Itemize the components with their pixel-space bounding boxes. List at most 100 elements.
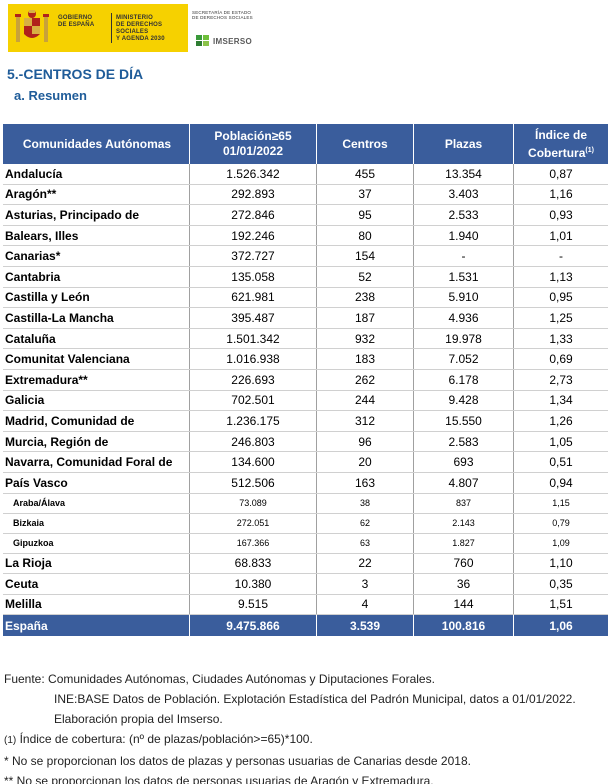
indice-cell: 1,15 — [552, 498, 570, 508]
plazas-cell: 19.978 — [414, 328, 514, 349]
region-name: Castilla-La Mancha — [3, 308, 190, 328]
total-indice: 1,06 — [549, 618, 573, 633]
table-row: Comunitat Valenciana 1.016.938 183 7.052 0,6… — [3, 349, 608, 370]
region-name: Extremadura** — [3, 369, 190, 390]
logo-divider — [111, 13, 112, 43]
indice-cell: 1,01 — [549, 228, 573, 243]
source-note-imserso: Elaboración propia del Imserso. — [54, 712, 223, 726]
poblacion-cell: 226.693 — [190, 369, 317, 390]
table-row: Asturias, Principado de 272.846 95 2.533 0,9… — [3, 205, 608, 226]
imserso-wordmark: IMSERSO — [213, 36, 252, 46]
table-row: Galicia 702.501 244 9.428 1,34 — [3, 390, 608, 412]
poblacion-cell: 73.089 — [190, 493, 317, 513]
indice-cell: 0,94 — [549, 475, 573, 490]
government-logo: GOBIERNO DE ESPAÑA MINISTERIO DE DERECHO… — [8, 4, 188, 52]
poblacion-cell: 1.016.938 — [190, 349, 317, 369]
indice-cell: 1,05 — [549, 434, 573, 449]
centros-cell: 80 — [317, 225, 414, 246]
indice-cell: 1,09 — [552, 538, 570, 548]
plazas-cell: 9.428 — [414, 390, 514, 411]
table-body: Andalucía 1.526.342 455 13.354 0,87 Aragón** 2… — [3, 164, 608, 616]
canarias-note: * No se proporcionan los datos de plazas… — [4, 754, 471, 768]
indice-cell: 1,51 — [549, 597, 573, 612]
coverage-note: (1) Índice de cobertura: (nº de plazas/p… — [4, 732, 313, 746]
centros-cell: 4 — [317, 594, 414, 615]
centros-cell: 38 — [317, 493, 414, 513]
poblacion-cell: 9.515 — [190, 594, 317, 615]
centros-cell: 22 — [317, 553, 414, 574]
centros-cell: 154 — [317, 246, 414, 266]
plazas-cell: 760 — [414, 553, 514, 574]
region-name: País Vasco — [3, 472, 190, 493]
plazas-cell: - — [414, 246, 514, 266]
section-title: 5.-CENTROS DE DÍA — [7, 66, 144, 82]
plazas-cell: 13.354 — [414, 164, 514, 184]
poblacion-cell: 134.600 — [190, 452, 317, 472]
indice-cell: - — [559, 249, 563, 264]
poblacion-cell: 512.506 — [190, 472, 317, 493]
plazas-cell: 693 — [414, 452, 514, 472]
data-table: Comunidades Autónomas Población≥65 01/01/… — [3, 124, 608, 637]
indice-cell: 0,35 — [549, 576, 573, 591]
indice-cell: 1,13 — [549, 269, 573, 284]
table-row: País Vasco 512.506 163 4.807 0,94 — [3, 472, 608, 494]
region-name: Canarias* — [3, 246, 190, 266]
region-name: Murcia, Región de — [3, 431, 190, 452]
source-note: Fuente: Comunidades Autónomas, Ciudades … — [4, 672, 435, 686]
centros-cell: 932 — [317, 328, 414, 349]
imserso-logo: IMSERSO — [196, 35, 252, 47]
centros-cell: 187 — [317, 308, 414, 328]
indice-cell: 1,33 — [549, 331, 573, 346]
region-name: La Rioja — [3, 553, 190, 574]
plazas-cell: 5.910 — [414, 287, 514, 308]
plazas-cell: 4.807 — [414, 472, 514, 493]
plazas-cell: 1.531 — [414, 266, 514, 287]
region-name: Comunitat Valenciana — [3, 349, 190, 369]
table-subrow: Gipuzkoa 167.366 63 1.827 1,09 — [3, 533, 608, 554]
poblacion-cell: 292.893 — [190, 184, 317, 205]
poblacion-cell: 1.526.342 — [190, 164, 317, 184]
region-name: Bizkaia — [3, 513, 190, 533]
centros-cell: 244 — [317, 390, 414, 411]
poblacion-cell: 135.058 — [190, 266, 317, 287]
centros-cell: 96 — [317, 431, 414, 452]
table-row: Canarias* 372.727 154- - — [3, 246, 608, 267]
indice-cell: 1,10 — [549, 556, 573, 571]
indice-cell: 0,87 — [549, 166, 573, 181]
table-row: Ceuta 10.380 3 36 0,35 — [3, 574, 608, 595]
region-name: Castilla y León — [3, 287, 190, 308]
region-name: Andalucía — [3, 164, 190, 184]
table-row: Castilla y León 621.981 238 5.910 0,95 — [3, 287, 608, 309]
poblacion-cell: 272.051 — [190, 513, 317, 533]
centros-cell: 62 — [317, 513, 414, 533]
header-poblacion: Población≥65 01/01/2022 — [190, 124, 317, 164]
indice-cell: 1,25 — [549, 310, 573, 325]
table-row: La Rioja 68.833 22 760 1,10 — [3, 553, 608, 575]
header-logos: GOBIERNO DE ESPAÑA MINISTERIO DE DERECHO… — [8, 4, 288, 54]
plazas-cell: 2.583 — [414, 431, 514, 452]
table-row: Andalucía 1.526.342 455 13.354 0,87 — [3, 164, 608, 185]
government-name: GOBIERNO DE ESPAÑA — [58, 15, 95, 28]
table-row: Melilla 9.515 4 144 1,51 — [3, 594, 608, 616]
ministry-name: MINISTERIO DE DERECHOS SOCIALES Y AGENDA… — [116, 15, 165, 42]
indice-cell: 0,51 — [549, 455, 573, 470]
plazas-cell: 1.827 — [414, 533, 514, 553]
region-name: Gipuzkoa — [3, 533, 190, 553]
poblacion-cell: 1.501.342 — [190, 328, 317, 349]
centros-cell: 238 — [317, 287, 414, 308]
total-centros: 3.539 — [317, 615, 414, 637]
table-row: Cataluña 1.501.342 932 19.978 1,33 — [3, 328, 608, 350]
indice-cell: 0,69 — [549, 352, 573, 367]
poblacion-cell: 167.366 — [190, 533, 317, 553]
table-row: Balears, Illes 192.246 80 1.940 1,01 — [3, 225, 608, 247]
plazas-cell: 837 — [414, 493, 514, 513]
region-name: Aragón** — [3, 184, 190, 205]
table-row: Madrid, Comunidad de 1.236.175 312 15.550 1,… — [3, 411, 608, 432]
poblacion-cell: 702.501 — [190, 390, 317, 411]
region-name: Asturias, Principado de — [3, 205, 190, 225]
centros-cell: 262 — [317, 369, 414, 390]
plazas-cell: 15.550 — [414, 411, 514, 431]
plazas-cell: 3.403 — [414, 184, 514, 205]
poblacion-cell: 621.981 — [190, 287, 317, 308]
plazas-cell: 2.143 — [414, 513, 514, 533]
